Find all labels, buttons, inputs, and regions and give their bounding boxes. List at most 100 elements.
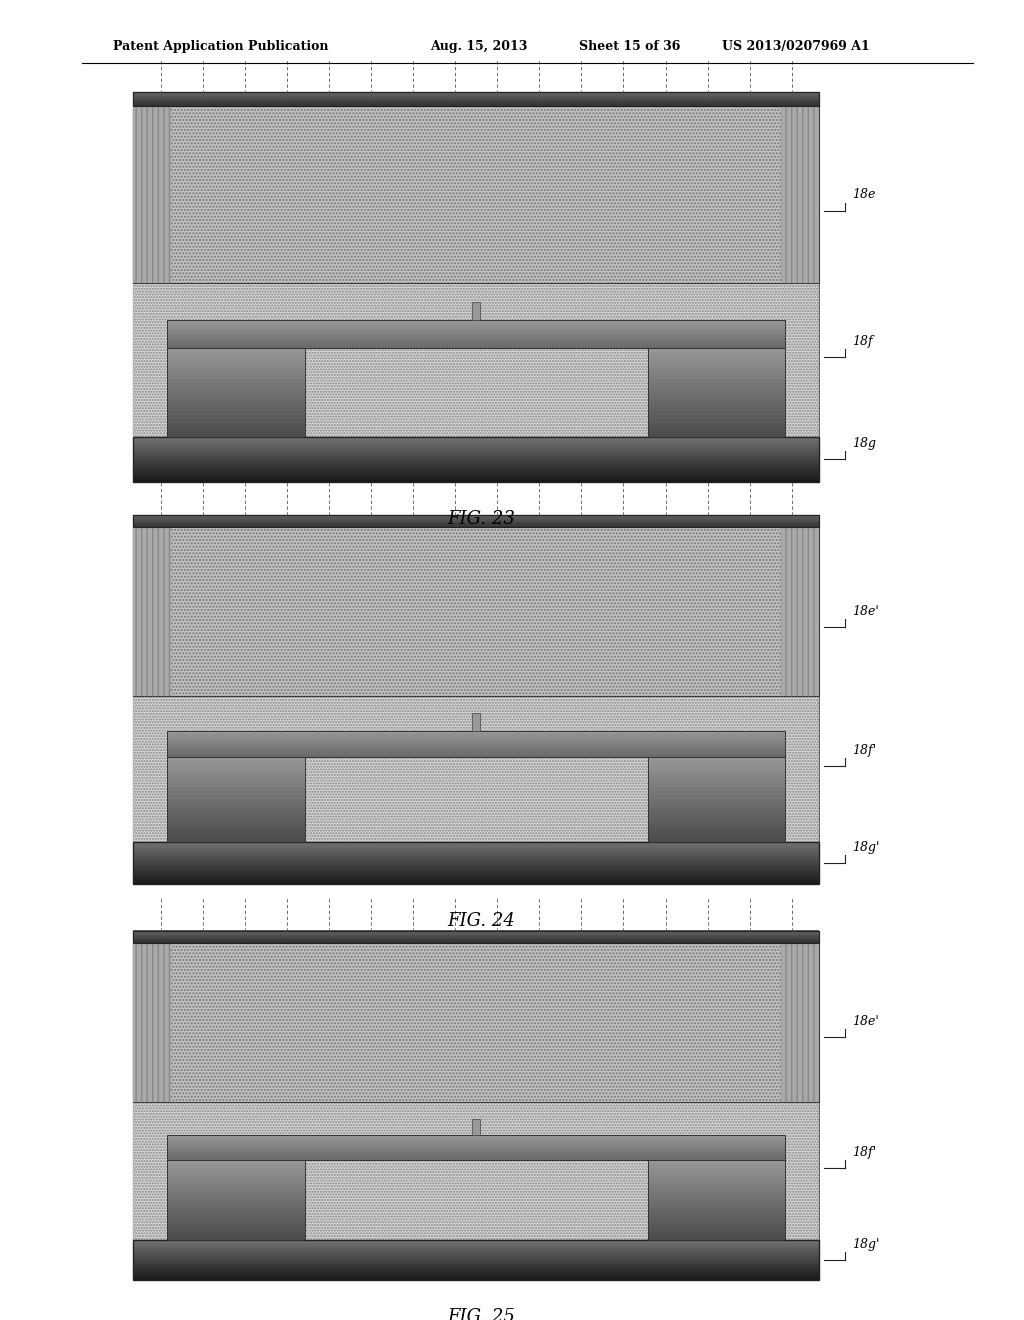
Bar [168, 751, 785, 754]
Bar [648, 1176, 785, 1180]
Bar [133, 1279, 819, 1280]
Text: 18f': 18f' [852, 1146, 876, 1159]
Bar [168, 1154, 785, 1155]
Bar [168, 370, 305, 375]
Bar [133, 696, 819, 842]
Bar [133, 470, 819, 471]
Bar [168, 1151, 785, 1154]
Bar [133, 1278, 819, 1279]
Bar [648, 770, 785, 774]
Bar [168, 405, 305, 411]
Bar [168, 754, 785, 755]
Bar [168, 1160, 305, 1241]
Bar [133, 858, 819, 861]
Bar [648, 1232, 785, 1236]
Bar [168, 821, 305, 825]
Bar [133, 1102, 819, 1241]
Bar [133, 931, 819, 1102]
Bar [168, 812, 305, 817]
Bar [133, 457, 819, 458]
Bar [168, 1180, 305, 1184]
Bar [133, 284, 819, 437]
Bar [168, 1236, 305, 1241]
Bar [168, 1142, 785, 1143]
Bar [648, 1160, 785, 1164]
Bar [648, 833, 785, 838]
Bar [133, 942, 171, 1102]
Bar [168, 1188, 305, 1192]
Bar [133, 474, 819, 475]
Bar [168, 337, 785, 338]
Bar [648, 370, 785, 375]
Text: 18e': 18e' [852, 1015, 879, 1028]
Bar [133, 1242, 819, 1245]
Bar [648, 1184, 785, 1188]
Bar [168, 1164, 305, 1168]
Bar [133, 92, 819, 284]
Bar [133, 480, 819, 482]
Bar [648, 1220, 785, 1224]
Bar [133, 92, 819, 284]
Bar [133, 471, 819, 473]
Bar [168, 335, 785, 337]
Bar [133, 870, 819, 871]
Bar [648, 783, 785, 787]
Bar [168, 777, 305, 783]
Bar [168, 837, 305, 842]
Bar [133, 437, 819, 438]
Bar [168, 750, 785, 752]
Bar [168, 428, 305, 433]
Bar [133, 863, 819, 865]
Bar [168, 1200, 305, 1204]
Bar [168, 333, 785, 335]
Bar [168, 731, 785, 758]
Bar [133, 843, 819, 845]
Bar [133, 1276, 819, 1278]
Bar [168, 766, 305, 770]
Bar [168, 338, 785, 341]
Bar [133, 1258, 819, 1259]
Bar [648, 414, 785, 420]
Bar [133, 1262, 819, 1263]
Text: Aug. 15, 2013: Aug. 15, 2013 [430, 40, 527, 53]
Bar [168, 1204, 305, 1208]
Bar [133, 92, 819, 106]
Text: 18e: 18e [852, 189, 876, 202]
Bar [168, 743, 785, 744]
Bar [133, 850, 819, 851]
Text: FIG. 25: FIG. 25 [447, 1308, 515, 1320]
Bar [168, 1216, 305, 1220]
Bar [133, 463, 819, 466]
Bar [133, 479, 819, 480]
Bar [168, 1156, 785, 1159]
Bar [648, 360, 785, 366]
Bar [648, 396, 785, 401]
Bar [133, 871, 819, 873]
Bar [168, 1196, 305, 1200]
Bar [168, 734, 785, 737]
Bar [133, 1271, 819, 1272]
Bar [168, 755, 785, 758]
Bar [133, 450, 819, 451]
Bar [133, 1243, 819, 1246]
Bar [168, 1228, 305, 1232]
Bar [168, 375, 305, 379]
Bar [168, 1224, 305, 1228]
Bar [648, 1224, 785, 1228]
Bar [133, 1247, 819, 1250]
Bar [648, 1216, 785, 1220]
Bar [781, 528, 819, 696]
Bar [168, 1155, 785, 1156]
Bar [648, 791, 785, 796]
Bar [133, 1257, 819, 1258]
Bar [133, 849, 819, 850]
Bar [133, 106, 171, 284]
Bar [133, 1263, 819, 1265]
Bar [168, 401, 305, 405]
Bar [472, 713, 480, 731]
Bar [168, 323, 785, 326]
Bar [168, 791, 305, 796]
Text: US 2013/0207969 A1: US 2013/0207969 A1 [722, 40, 869, 53]
Bar [133, 458, 819, 459]
Bar [133, 1259, 819, 1261]
